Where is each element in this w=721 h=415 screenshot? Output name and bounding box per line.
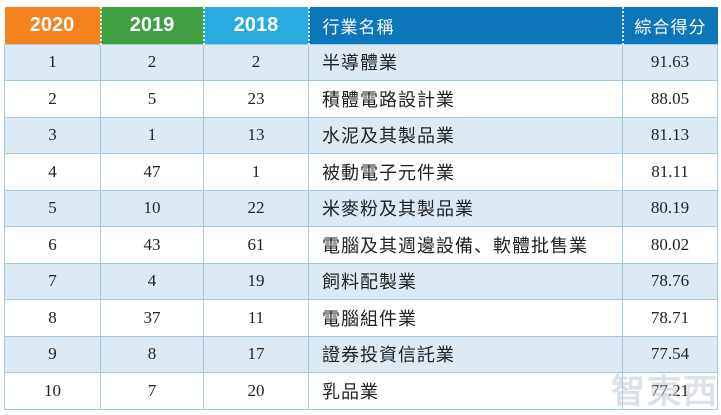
cell-r2018: 2	[203, 43, 309, 81]
cell-industry: 證券投資信託業	[308, 335, 623, 373]
cell-r2019: 2	[100, 43, 204, 81]
cell-r2019: 47	[100, 153, 204, 191]
cell-r2019: 5	[100, 80, 204, 118]
cell-r2019: 7	[100, 372, 204, 410]
cell-r2019: 1	[100, 116, 204, 154]
cell-r2018: 17	[203, 335, 309, 373]
table-row: 3 1 13 水泥及其製品業 81.13	[4, 116, 718, 154]
table-row: 8 37 11 電腦組件業 78.71	[4, 299, 718, 337]
cell-r2020: 2	[4, 80, 101, 118]
ranking-table-container: 2020 2019 2018 行業名稱 綜合得分 1 2 2 半導體業 91.63 2 5 2…	[4, 7, 718, 410]
cell-r2019: 10	[100, 189, 204, 227]
cell-r2019: 43	[100, 226, 204, 264]
table-row: 6 43 61 電腦及其週邊設備、軟體批售業 80.02	[4, 226, 718, 264]
cell-r2018: 1	[203, 153, 309, 191]
table-row: 7 4 19 飼料配製業 78.76	[4, 262, 718, 300]
cell-r2020: 10	[4, 372, 101, 410]
cell-score: 80.19	[622, 189, 718, 227]
cell-r2020: 3	[4, 116, 101, 154]
cell-r2018: 13	[203, 116, 309, 154]
table-row: 10 7 20 乳品業 77.21	[4, 372, 718, 410]
cell-score: 81.11	[622, 153, 718, 191]
cell-industry: 飼料配製業	[308, 262, 623, 300]
cell-score: 78.76	[622, 262, 718, 300]
cell-r2020: 9	[4, 335, 101, 373]
cell-r2020: 4	[4, 153, 101, 191]
cell-r2020: 7	[4, 262, 101, 300]
cell-industry: 電腦組件業	[308, 299, 623, 337]
table-row: 1 2 2 半導體業 91.63	[4, 43, 718, 81]
cell-r2018: 20	[203, 372, 309, 410]
header-2018: 2018	[203, 7, 310, 44]
cell-score: 88.05	[622, 80, 718, 118]
header-2020: 2020	[4, 7, 102, 44]
cell-industry: 積體電路設計業	[308, 80, 623, 118]
cell-industry: 半導體業	[308, 43, 623, 81]
table-row: 4 47 1 被動電子元件業 81.11	[4, 153, 718, 191]
cell-score: 77.54	[622, 335, 718, 373]
cell-r2019: 8	[100, 335, 204, 373]
cell-r2020: 6	[4, 226, 101, 264]
cell-r2020: 5	[4, 189, 101, 227]
cell-r2018: 23	[203, 80, 309, 118]
cell-r2018: 61	[203, 226, 309, 264]
cell-r2018: 19	[203, 262, 309, 300]
cell-r2018: 11	[203, 299, 309, 337]
header-industry-name: 行業名稱	[308, 7, 624, 44]
cell-industry: 水泥及其製品業	[308, 116, 623, 154]
header-composite-score: 綜合得分	[622, 7, 718, 44]
cell-industry: 被動電子元件業	[308, 153, 623, 191]
header-row: 2020 2019 2018 行業名稱 綜合得分	[4, 7, 718, 44]
cell-score: 77.21	[622, 372, 718, 410]
cell-r2019: 37	[100, 299, 204, 337]
table-row: 5 10 22 米麥粉及其製品業 80.19	[4, 189, 718, 227]
table-row: 2 5 23 積體電路設計業 88.05	[4, 80, 718, 118]
table-header: 2020 2019 2018 行業名稱 綜合得分	[4, 7, 718, 44]
cell-score: 91.63	[622, 43, 718, 81]
cell-score: 78.71	[622, 299, 718, 337]
cell-r2020: 1	[4, 43, 101, 81]
cell-industry: 乳品業	[308, 372, 623, 410]
cell-r2020: 8	[4, 299, 101, 337]
table-body: 1 2 2 半導體業 91.63 2 5 23 積體電路設計業 88.05 3 1 13 水泥及其製品業 8…	[4, 43, 718, 410]
cell-r2019: 4	[100, 262, 204, 300]
header-2019: 2019	[100, 7, 205, 44]
cell-score: 80.02	[622, 226, 718, 264]
industry-ranking-table: 2020 2019 2018 行業名稱 綜合得分 1 2 2 半導體業 91.63 2 5 2…	[4, 7, 718, 410]
cell-score: 81.13	[622, 116, 718, 154]
cell-r2018: 22	[203, 189, 309, 227]
cell-industry: 米麥粉及其製品業	[308, 189, 623, 227]
cell-industry: 電腦及其週邊設備、軟體批售業	[308, 226, 623, 264]
table-row: 9 8 17 證券投資信託業 77.54	[4, 335, 718, 373]
